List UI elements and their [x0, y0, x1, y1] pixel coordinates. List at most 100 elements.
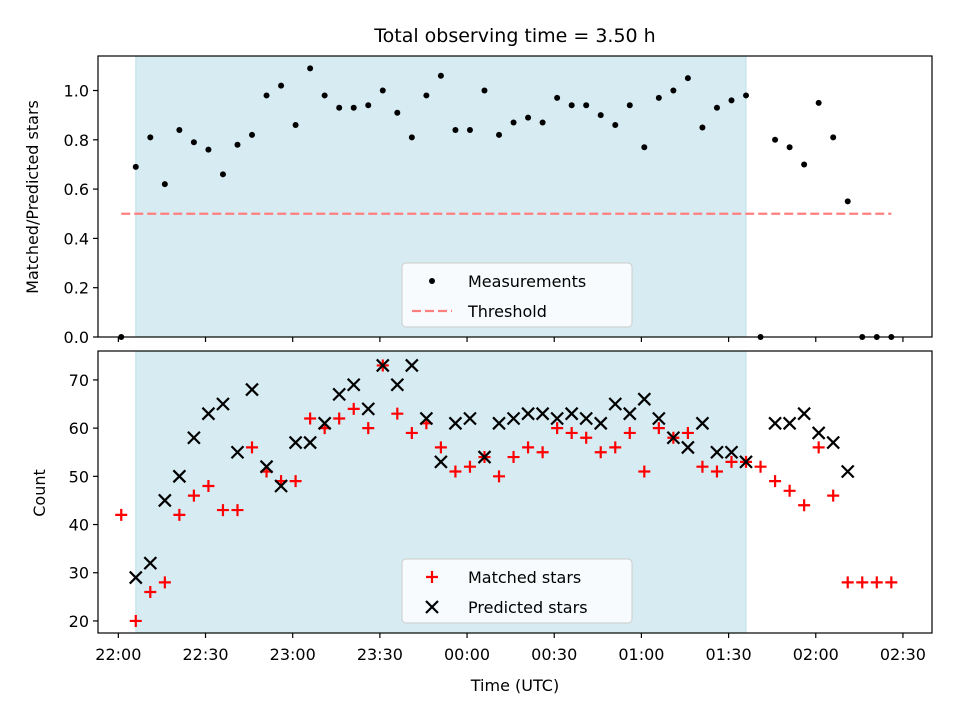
y-tick-label: 0.6: [64, 180, 89, 199]
data-point: [292, 122, 299, 129]
data-point: [477, 450, 492, 464]
data-point: [379, 87, 386, 94]
data-point: [772, 136, 779, 143]
data-point: [815, 99, 822, 106]
data-point: [522, 441, 535, 454]
data-point: [521, 406, 535, 421]
data-point: [219, 171, 226, 178]
legend-marker: [426, 571, 438, 583]
legend-marker: [429, 278, 435, 284]
data-point: [405, 358, 419, 373]
data-point: [554, 94, 561, 101]
y-axis-label-count: Count: [30, 469, 49, 517]
data-point: [507, 451, 520, 464]
data-point: [419, 411, 434, 426]
data-point: [696, 460, 709, 473]
data-point: [728, 97, 735, 104]
series-measurements: [118, 65, 895, 340]
data-point: [798, 499, 811, 512]
data-point: [176, 126, 183, 133]
data-point: [506, 411, 521, 426]
data-point: [525, 114, 532, 121]
y-tick-label: 0.0: [64, 328, 89, 347]
data-point: [466, 126, 473, 133]
data-point: [565, 426, 578, 439]
data-point: [652, 411, 666, 426]
data-point: [129, 614, 142, 627]
data-point: [797, 406, 811, 421]
data-point: [437, 72, 444, 79]
data-point: [579, 411, 593, 426]
data-point: [434, 455, 448, 469]
data-point: [158, 576, 171, 589]
data-point: [768, 416, 782, 431]
data-point: [201, 406, 216, 421]
data-point: [132, 163, 139, 170]
data-point: [695, 416, 710, 431]
data-point: [769, 475, 782, 488]
x-tick-label: 00:00: [444, 645, 490, 664]
data-point: [405, 426, 418, 439]
y-tick-label: 0.8: [64, 131, 89, 150]
data-point: [681, 426, 694, 439]
data-point: [652, 422, 665, 435]
legend-entry: Threshold: [467, 302, 547, 321]
data-point: [365, 102, 372, 109]
data-point: [216, 504, 229, 517]
data-point: [681, 440, 695, 455]
legend-frame: [401, 558, 633, 624]
data-point: [826, 435, 840, 450]
data-point: [493, 470, 506, 483]
legend-entry: Measurements: [468, 272, 586, 291]
data-point: [321, 92, 328, 99]
x-axis-label: Time (UTC): [470, 676, 559, 695]
legend-marker: [425, 600, 439, 614]
data-point: [376, 358, 390, 373]
data-point: [580, 431, 593, 444]
data-point: [637, 392, 652, 406]
data-point: [307, 65, 314, 72]
data-point: [158, 493, 172, 508]
data-point: [288, 435, 303, 450]
data-point: [666, 430, 681, 445]
y-tick-label: 30: [69, 564, 89, 583]
data-point: [655, 94, 662, 101]
data-point: [246, 441, 259, 454]
data-point: [394, 109, 401, 116]
data-point: [187, 430, 201, 445]
data-point: [684, 75, 691, 82]
data-point: [583, 102, 590, 109]
data-point: [481, 87, 488, 94]
chart-title: Total observing time = 3.50 h: [373, 25, 655, 47]
axes-frame: [97, 350, 933, 634]
data-point: [408, 134, 415, 141]
data-point: [754, 460, 767, 473]
data-point: [259, 459, 274, 474]
y-axis-label-ratio: Matched/Predicted stars: [23, 100, 42, 294]
legend-frame: [401, 262, 633, 328]
data-point: [449, 465, 462, 478]
data-point: [187, 489, 200, 502]
y-tick-label: 60: [69, 419, 89, 438]
data-point: [539, 119, 546, 126]
data-point: [782, 416, 797, 431]
data-point: [230, 445, 245, 460]
data-point: [391, 407, 404, 420]
x-tick-label: 02:30: [880, 645, 926, 664]
ratio-panel: 0.0 0.2 0.4 0.6 0.8 1.0 Measurements Threshold: [64, 55, 933, 347]
data-point: [492, 416, 506, 431]
data-point: [743, 92, 750, 99]
data-point: [885, 576, 898, 589]
data-point: [115, 508, 128, 521]
data-point: [147, 134, 154, 141]
data-point: [463, 460, 476, 473]
data-point: [623, 426, 636, 439]
y-tick-label: 1.0: [64, 82, 89, 101]
data-point: [303, 435, 317, 450]
x-tick-label: 00:30: [531, 645, 577, 664]
data-point: [609, 441, 622, 454]
data-point: [361, 402, 376, 416]
data-point: [551, 422, 564, 435]
data-point: [128, 570, 143, 585]
data-point: [593, 416, 608, 431]
